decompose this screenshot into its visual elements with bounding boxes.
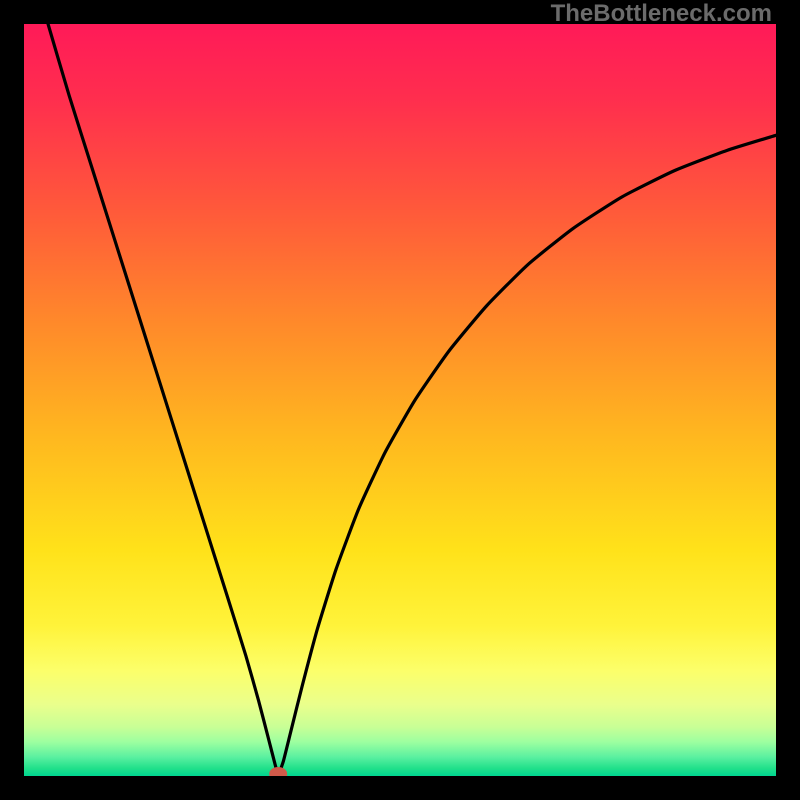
chart-frame: TheBottleneck.com — [0, 0, 800, 800]
chart-svg — [24, 24, 776, 776]
optimal-point-marker — [269, 767, 287, 776]
curve-left-branch — [48, 24, 278, 776]
watermark-text: TheBottleneck.com — [551, 0, 772, 28]
curve-right-branch — [278, 135, 776, 776]
plot-area — [24, 24, 776, 776]
